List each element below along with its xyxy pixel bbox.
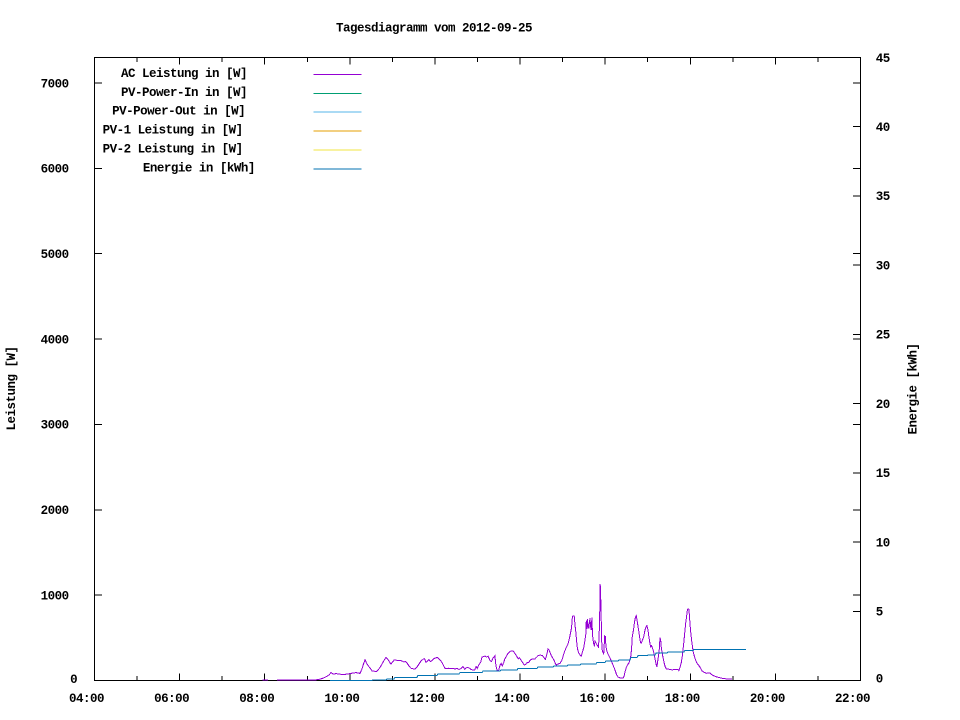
svg-text:16:00: 16:00 bbox=[580, 692, 615, 706]
svg-text:12:00: 12:00 bbox=[409, 692, 444, 706]
svg-text:3000: 3000 bbox=[41, 419, 69, 433]
svg-text:04:00: 04:00 bbox=[69, 692, 104, 706]
svg-text:08:00: 08:00 bbox=[239, 692, 274, 706]
svg-text:25: 25 bbox=[876, 329, 890, 343]
svg-text:6000: 6000 bbox=[41, 163, 69, 177]
svg-text:PV-Power-Out in [W]: PV-Power-Out in [W] bbox=[112, 105, 245, 119]
svg-text:40: 40 bbox=[876, 121, 890, 135]
svg-text:10:00: 10:00 bbox=[324, 692, 359, 706]
svg-text:PV-1 Leistung in [W]: PV-1 Leistung in [W] bbox=[103, 124, 243, 138]
svg-text:PV-Power-In in [W]: PV-Power-In in [W] bbox=[121, 86, 247, 100]
svg-text:0: 0 bbox=[876, 673, 883, 687]
svg-text:Tagesdiagramm vom 2012-09-25: Tagesdiagramm vom 2012-09-25 bbox=[336, 21, 532, 35]
svg-text:14:00: 14:00 bbox=[495, 692, 530, 706]
svg-text:20: 20 bbox=[876, 398, 890, 412]
svg-text:7000: 7000 bbox=[41, 77, 69, 91]
svg-text:Energie [kWh]: Energie [kWh] bbox=[907, 343, 921, 434]
svg-text:1000: 1000 bbox=[41, 589, 69, 603]
svg-text:22:00: 22:00 bbox=[835, 692, 870, 706]
svg-text:15: 15 bbox=[876, 467, 890, 481]
svg-text:AC Leistung in [W]: AC Leistung in [W] bbox=[121, 67, 247, 81]
svg-text:Leistung [W]: Leistung [W] bbox=[5, 346, 19, 430]
svg-text:20:00: 20:00 bbox=[750, 692, 785, 706]
svg-text:35: 35 bbox=[876, 190, 890, 204]
svg-text:PV-2 Leistung in [W]: PV-2 Leistung in [W] bbox=[103, 143, 243, 157]
svg-text:Energie in [kWh]: Energie in [kWh] bbox=[143, 161, 255, 175]
svg-text:30: 30 bbox=[876, 260, 890, 274]
svg-text:2000: 2000 bbox=[41, 504, 69, 518]
svg-text:5: 5 bbox=[876, 606, 883, 620]
svg-text:4000: 4000 bbox=[41, 333, 69, 347]
svg-text:45: 45 bbox=[876, 52, 890, 66]
svg-text:18:00: 18:00 bbox=[665, 692, 700, 706]
svg-text:10: 10 bbox=[876, 536, 890, 550]
svg-text:5000: 5000 bbox=[41, 248, 69, 262]
svg-text:0: 0 bbox=[70, 673, 77, 687]
svg-text:06:00: 06:00 bbox=[154, 692, 189, 706]
